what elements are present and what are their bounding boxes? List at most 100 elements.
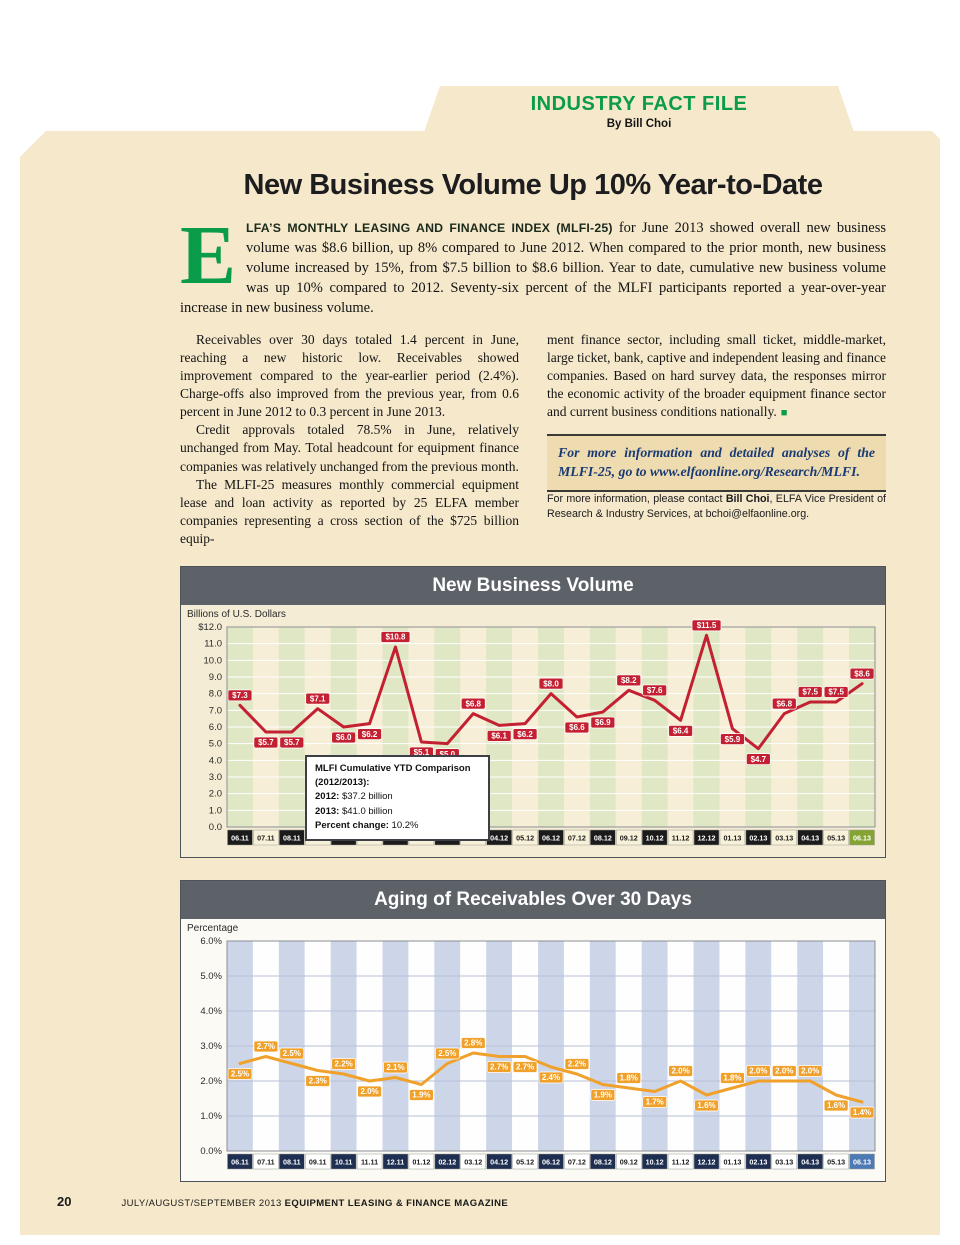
svg-text:2.7%: 2.7%	[490, 1063, 508, 1072]
svg-text:02.13: 02.13	[749, 1157, 767, 1166]
svg-text:10.11: 10.11	[335, 1157, 353, 1166]
svg-text:$7.6: $7.6	[647, 686, 663, 695]
svg-text:1.9%: 1.9%	[412, 1091, 430, 1100]
mlfi-research-link[interactable]: www.elfaonline.org/Research/MLFI.	[649, 464, 860, 480]
svg-text:$6.2: $6.2	[362, 730, 378, 739]
svg-text:11.11: 11.11	[361, 1157, 378, 1166]
drop-cap: E	[180, 209, 237, 302]
svg-text:$7.1: $7.1	[310, 694, 326, 703]
svg-text:2.5%: 2.5%	[231, 1070, 249, 1079]
svg-text:11.12: 11.12	[672, 833, 690, 842]
chart-new-business-volume: New Business Volume $12.0 11.0 10.0 9.0 8.0 7…	[180, 566, 886, 858]
article-body: New Business Volume Up 10% Year-to-Date …	[20, 131, 940, 1235]
svg-text:3.0: 3.0	[209, 772, 222, 783]
svg-text:06.13: 06.13	[853, 1157, 871, 1166]
paragraph: The MLFI-25 measures monthly commercial …	[180, 476, 519, 546]
svg-text:2.1%: 2.1%	[386, 1063, 404, 1072]
svg-text:6.0%: 6.0%	[200, 936, 222, 947]
svg-text:3.0%: 3.0%	[200, 1041, 222, 1052]
issue-line: JULY/AUGUST/SEPTEMBER 2013 EQUIPMENT LEA…	[121, 1198, 509, 1209]
svg-text:05.12: 05.12	[516, 833, 534, 842]
svg-text:06.12: 06.12	[542, 1157, 560, 1166]
svg-text:1.0%: 1.0%	[200, 1111, 222, 1122]
svg-text:2.4%: 2.4%	[542, 1073, 560, 1082]
header-tab: INDUSTRY FACT FILE By Bill Choi	[424, 86, 854, 132]
svg-text:$8.0: $8.0	[543, 679, 559, 688]
left-column: Receivables over 30 days totaled 1.4 per…	[180, 331, 519, 548]
svg-text:2.5%: 2.5%	[283, 1049, 301, 1058]
svg-text:$6.9: $6.9	[595, 718, 611, 727]
svg-text:$12.0: $12.0	[198, 622, 222, 633]
svg-text:2.0%: 2.0%	[801, 1067, 819, 1076]
callout-text: For more information and detailed analys…	[558, 445, 875, 480]
contact-info: For more information, please contact Bil…	[547, 492, 886, 520]
svg-text:03.12: 03.12	[464, 1157, 482, 1166]
contact-name: Bill Choi	[725, 492, 770, 505]
svg-text:12.11: 12.11	[387, 1157, 405, 1166]
svg-text:4.0%: 4.0%	[200, 1006, 222, 1017]
page-footer: 20 JULY/AUGUST/SEPTEMBER 2013 EQUIPMENT …	[57, 1194, 508, 1209]
svg-text:2.0%: 2.0%	[775, 1067, 793, 1076]
svg-text:$11.5: $11.5	[697, 621, 717, 630]
callout-box: For more information and detailed analys…	[547, 434, 886, 491]
svg-text:2.0: 2.0	[209, 789, 222, 800]
svg-text:2.3%: 2.3%	[309, 1077, 327, 1086]
svg-text:05.13: 05.13	[827, 1157, 845, 1166]
svg-text:2.7%: 2.7%	[516, 1063, 534, 1072]
svg-text:2.0%: 2.0%	[749, 1067, 767, 1076]
svg-text:02.13: 02.13	[749, 833, 767, 842]
svg-text:$4.7: $4.7	[751, 755, 767, 764]
svg-text:05.13: 05.13	[827, 833, 845, 842]
svg-text:04.12: 04.12	[490, 833, 508, 842]
svg-text:11.12: 11.12	[672, 1157, 690, 1166]
svg-text:$6.8: $6.8	[776, 699, 792, 708]
mlfi-ytd-annotation: MLFI Cumulative YTD Comparison (2012/201…	[305, 755, 490, 841]
svg-text:10.12: 10.12	[646, 1157, 664, 1166]
svg-text:$7.5: $7.5	[802, 688, 818, 697]
svg-text:12.12: 12.12	[698, 1157, 716, 1166]
svg-text:08.12: 08.12	[594, 1157, 612, 1166]
svg-text:8.0: 8.0	[209, 689, 222, 700]
svg-text:07.12: 07.12	[568, 1157, 586, 1166]
chart-aging-of-receivables: Aging of Receivables Over 30 Days 6.0% 5.…	[180, 880, 886, 1182]
svg-text:09.12: 09.12	[620, 1157, 638, 1166]
svg-text:1.0: 1.0	[209, 805, 222, 816]
svg-text:2.7%: 2.7%	[257, 1042, 275, 1051]
chart-title-aging-of-receivables: Aging of Receivables Over 30 Days	[181, 881, 885, 919]
svg-text:09.11: 09.11	[309, 1157, 327, 1166]
chart-title-new-business-volume: New Business Volume	[181, 567, 885, 605]
svg-text:Percentage: Percentage	[187, 923, 239, 934]
svg-text:0.0: 0.0	[209, 822, 222, 833]
new-business-volume-line-chart: $12.0 11.0 10.0 9.0 8.0 7.0 6.0 5.0 4.0 3.0 2.0 1.0…	[181, 605, 885, 857]
svg-text:01.13: 01.13	[723, 833, 741, 842]
svg-text:Billions of U.S. Dollars: Billions of U.S. Dollars	[187, 609, 286, 620]
svg-text:$5.7: $5.7	[258, 738, 274, 747]
svg-text:04.13: 04.13	[801, 1157, 819, 1166]
svg-text:6.0: 6.0	[209, 722, 222, 733]
svg-text:07.12: 07.12	[568, 833, 586, 842]
svg-text:$6.1: $6.1	[491, 731, 507, 740]
svg-text:04.12: 04.12	[490, 1157, 508, 1166]
svg-text:2.8%: 2.8%	[464, 1039, 482, 1048]
svg-text:1.6%: 1.6%	[697, 1101, 715, 1110]
svg-text:1.6%: 1.6%	[827, 1101, 845, 1110]
svg-text:07.11: 07.11	[257, 833, 275, 842]
svg-text:06.11: 06.11	[231, 1157, 249, 1166]
paragraph: ment finance sector, including small tic…	[547, 332, 886, 420]
svg-text:$10.8: $10.8	[385, 633, 406, 642]
svg-text:$6.0: $6.0	[336, 733, 352, 742]
svg-text:05.12: 05.12	[516, 1157, 534, 1166]
byline: By Bill Choi	[606, 118, 672, 130]
intro-paragraph: E LFA’S MONTHLY LEASING AND FINANCE INDE…	[180, 218, 886, 318]
svg-text:2.0%: 2.0%	[360, 1087, 378, 1096]
svg-text:1.8%: 1.8%	[723, 1074, 741, 1083]
svg-text:10.0: 10.0	[204, 655, 223, 666]
svg-text:$5.0: $5.0	[440, 750, 456, 759]
svg-text:06.11: 06.11	[231, 833, 249, 842]
svg-text:$6.4: $6.4	[673, 726, 689, 735]
lead-in-text: LFA’S MONTHLY LEASING AND FINANCE INDEX …	[246, 221, 613, 235]
page-number: 20	[57, 1194, 72, 1209]
svg-text:2.5%: 2.5%	[438, 1049, 456, 1058]
svg-text:9.0: 9.0	[209, 672, 222, 683]
